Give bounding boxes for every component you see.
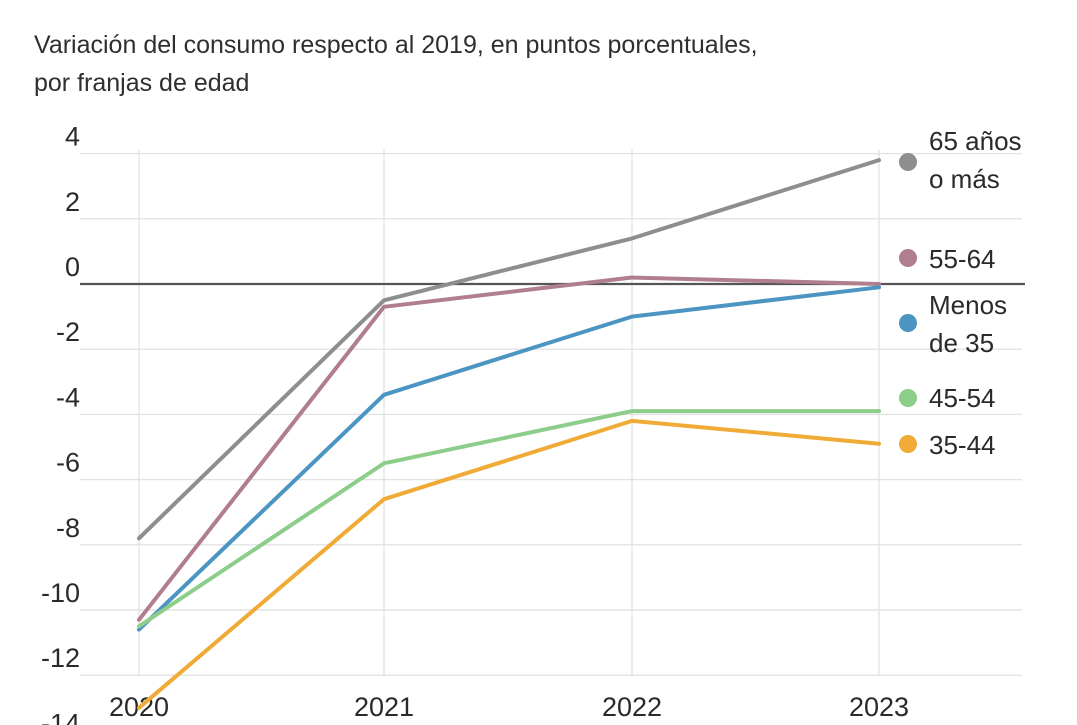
y-tick-label: 0 [65,252,80,282]
legend-label: 55-64 [929,244,996,274]
y-tick-label: -10 [41,578,80,608]
y-tick-label: -8 [56,513,80,543]
legend-dot [899,435,917,453]
y-tick-label: -6 [56,448,80,478]
chart-title: Variación del consumo respecto al 2019, … [34,31,758,59]
series-line [137,158,881,541]
legend-label: de 35 [929,328,994,358]
x-tick-label: 2023 [849,692,909,722]
legend-dot [899,249,917,267]
legend-label: Menos [929,290,1007,320]
legend-label: 35-44 [929,430,996,460]
y-tick-label: -12 [41,643,80,673]
series-line [137,418,881,710]
legend-dot [899,314,917,332]
legend-dot [899,153,917,171]
y-tick-label: 2 [65,187,80,217]
y-tick-label: -14 [41,708,80,725]
series-line [137,285,881,632]
y-tick-label: -4 [56,382,80,412]
series-line [137,275,881,622]
series-line [137,409,881,629]
y-tick-label: -2 [56,317,80,347]
legend-label: o más [929,164,1000,194]
legend-label: 45-54 [929,383,996,413]
legend-dot [899,389,917,407]
chart-subtitle: por franjas de edad [34,69,250,97]
chart-title-block: Variación del consumo respecto al 2019, … [34,26,1034,102]
x-tick-label: 2022 [602,692,662,722]
x-tick-label: 2021 [354,692,414,722]
legend-label: 65 años [929,126,1022,156]
y-tick-label: 4 [65,122,80,152]
